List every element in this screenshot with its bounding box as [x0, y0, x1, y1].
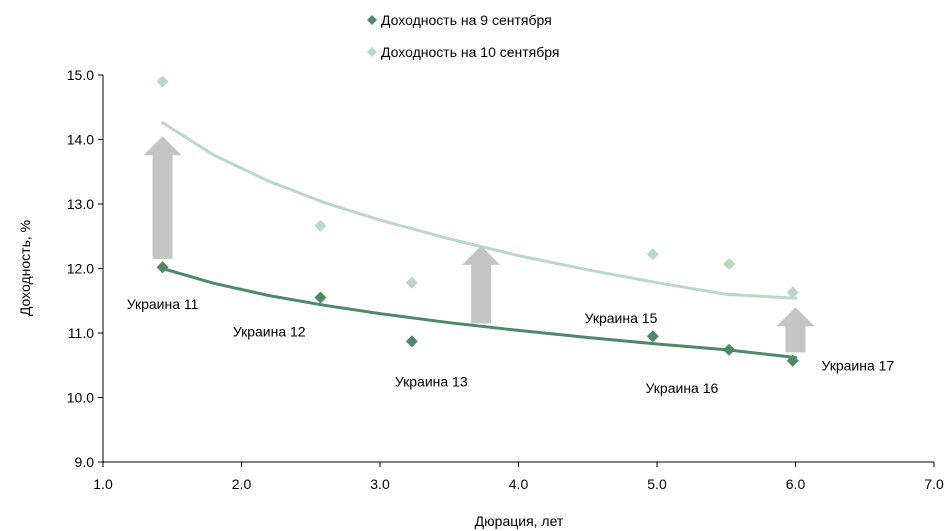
point-series1-4 — [723, 257, 736, 270]
x-tick-label: 4.0 — [509, 476, 529, 492]
point-series0-0 — [156, 261, 169, 274]
point-series1-3 — [646, 248, 659, 261]
bond-label-5: Украина 17 — [821, 357, 894, 373]
y-tick-label: 9.0 — [75, 454, 95, 470]
y-tick-label: 11.0 — [68, 325, 94, 341]
x-axis-title: Дюрация, лет — [475, 513, 564, 529]
point-series0-5 — [786, 354, 799, 367]
trend-line-1 — [161, 121, 797, 300]
y-tick-label: 13.0 — [67, 196, 94, 212]
legend-label-sep9: Доходность на 9 сентября — [381, 12, 552, 28]
point-series1-5 — [786, 286, 799, 299]
x-tick-label: 3.0 — [370, 476, 390, 492]
point-series1-2 — [405, 276, 418, 289]
trend-lines — [161, 121, 797, 359]
point-series1-0 — [156, 75, 169, 88]
legend: Доходность на 9 сентября Доходность на 1… — [367, 12, 559, 60]
y-tick-label: 12.0 — [67, 261, 94, 277]
y-tick-label: 15.0 — [67, 67, 94, 83]
trend-line-0 — [161, 267, 797, 359]
point-series0-3 — [646, 330, 659, 343]
legend-marker-sep10 — [367, 47, 377, 57]
x-tick-label: 2.0 — [232, 476, 252, 492]
x-tick-label: 6.0 — [786, 476, 806, 492]
point-series1-1 — [314, 219, 327, 232]
legend-marker-sep9 — [367, 15, 377, 25]
y-tick-label: 14.0 — [67, 132, 94, 148]
legend-item-sep10: Доходность на 10 сентября — [367, 44, 559, 60]
bond-label-1: Украина 12 — [233, 324, 306, 340]
change-arrow-0 — [143, 136, 182, 259]
bond-label-0: Украина 11 — [127, 296, 199, 312]
point-series0-1 — [314, 291, 327, 304]
legend-label-sep10: Доходность на 10 сентября — [381, 44, 559, 60]
change-arrows — [143, 136, 815, 353]
legend-item-sep9: Доходность на 9 сентября — [367, 12, 552, 28]
data-points — [156, 75, 799, 367]
y-axis-title: Доходность, % — [17, 220, 33, 316]
point-series0-2 — [405, 335, 418, 348]
x-tick-label: 1.0 — [93, 476, 113, 492]
change-arrow-1 — [462, 245, 501, 324]
change-arrow-2 — [776, 307, 815, 353]
point-series0-4 — [723, 343, 736, 356]
bond-label-3: Украина 15 — [585, 310, 658, 326]
x-tick-label: 7.0 — [924, 476, 944, 492]
x-tick-label: 5.0 — [647, 476, 667, 492]
bond-annotations: Украина 11 Украина 12 Украина 13 Украина 15… — [127, 296, 895, 396]
y-tick-label: 10.0 — [67, 390, 94, 406]
bond-label-2: Украина 13 — [395, 373, 468, 389]
bond-label-4: Украина 16 — [646, 380, 719, 396]
axes: 9.0 10.0 11.0 12.0 13.0 14.0 15.0 1.0 2.0 3.0 4.0 5… — [67, 67, 944, 492]
